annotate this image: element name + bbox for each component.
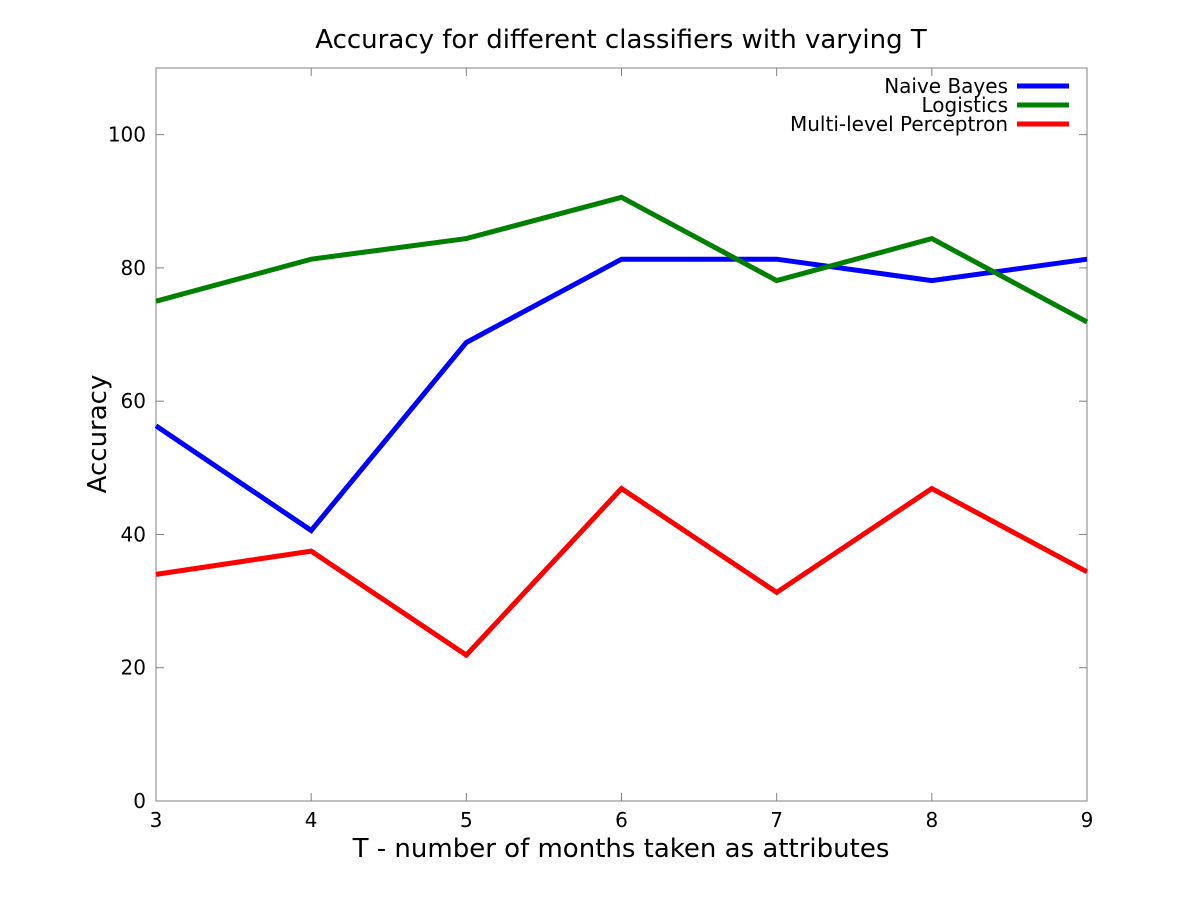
x-axis-title: T - number of months taken as attributes [352, 834, 890, 864]
x-tick-label: 9 [1081, 808, 1094, 832]
y-tick-label: 0 [133, 789, 146, 813]
x-tick-label: 8 [925, 808, 938, 832]
y-tick-label: 20 [121, 656, 146, 680]
y-tick-label: 60 [121, 389, 146, 413]
y-tick-label: 80 [121, 256, 146, 280]
y-axis-ticks: 0 20 40 60 80 100 [108, 123, 1087, 813]
plot-area-frame [155, 67, 1088, 802]
x-tick-label: 6 [615, 808, 628, 832]
y-tick-label: 100 [108, 123, 146, 147]
series-line-1 [154, 256, 1088, 534]
y-axis-title: Accuracy [83, 375, 113, 494]
chart-title: Accuracy for different classifiers with … [315, 25, 927, 55]
series-lines [154, 194, 1089, 659]
legend-label: Logistics [921, 93, 1008, 117]
x-tick-label: 5 [460, 808, 473, 832]
legend-label: Multi-level Perceptron [790, 112, 1008, 136]
y-tick-label: 40 [121, 522, 146, 546]
x-tick-label: 3 [150, 808, 163, 832]
x-axis-ticks: 3 4 5 6 7 8 9 [150, 68, 1094, 832]
x-tick-label: 4 [305, 808, 318, 832]
x-tick-label: 7 [770, 808, 783, 832]
series-line-3 [155, 485, 1089, 659]
series-line-2 [155, 194, 1089, 325]
legend-label: Naive Bayes [884, 74, 1008, 98]
